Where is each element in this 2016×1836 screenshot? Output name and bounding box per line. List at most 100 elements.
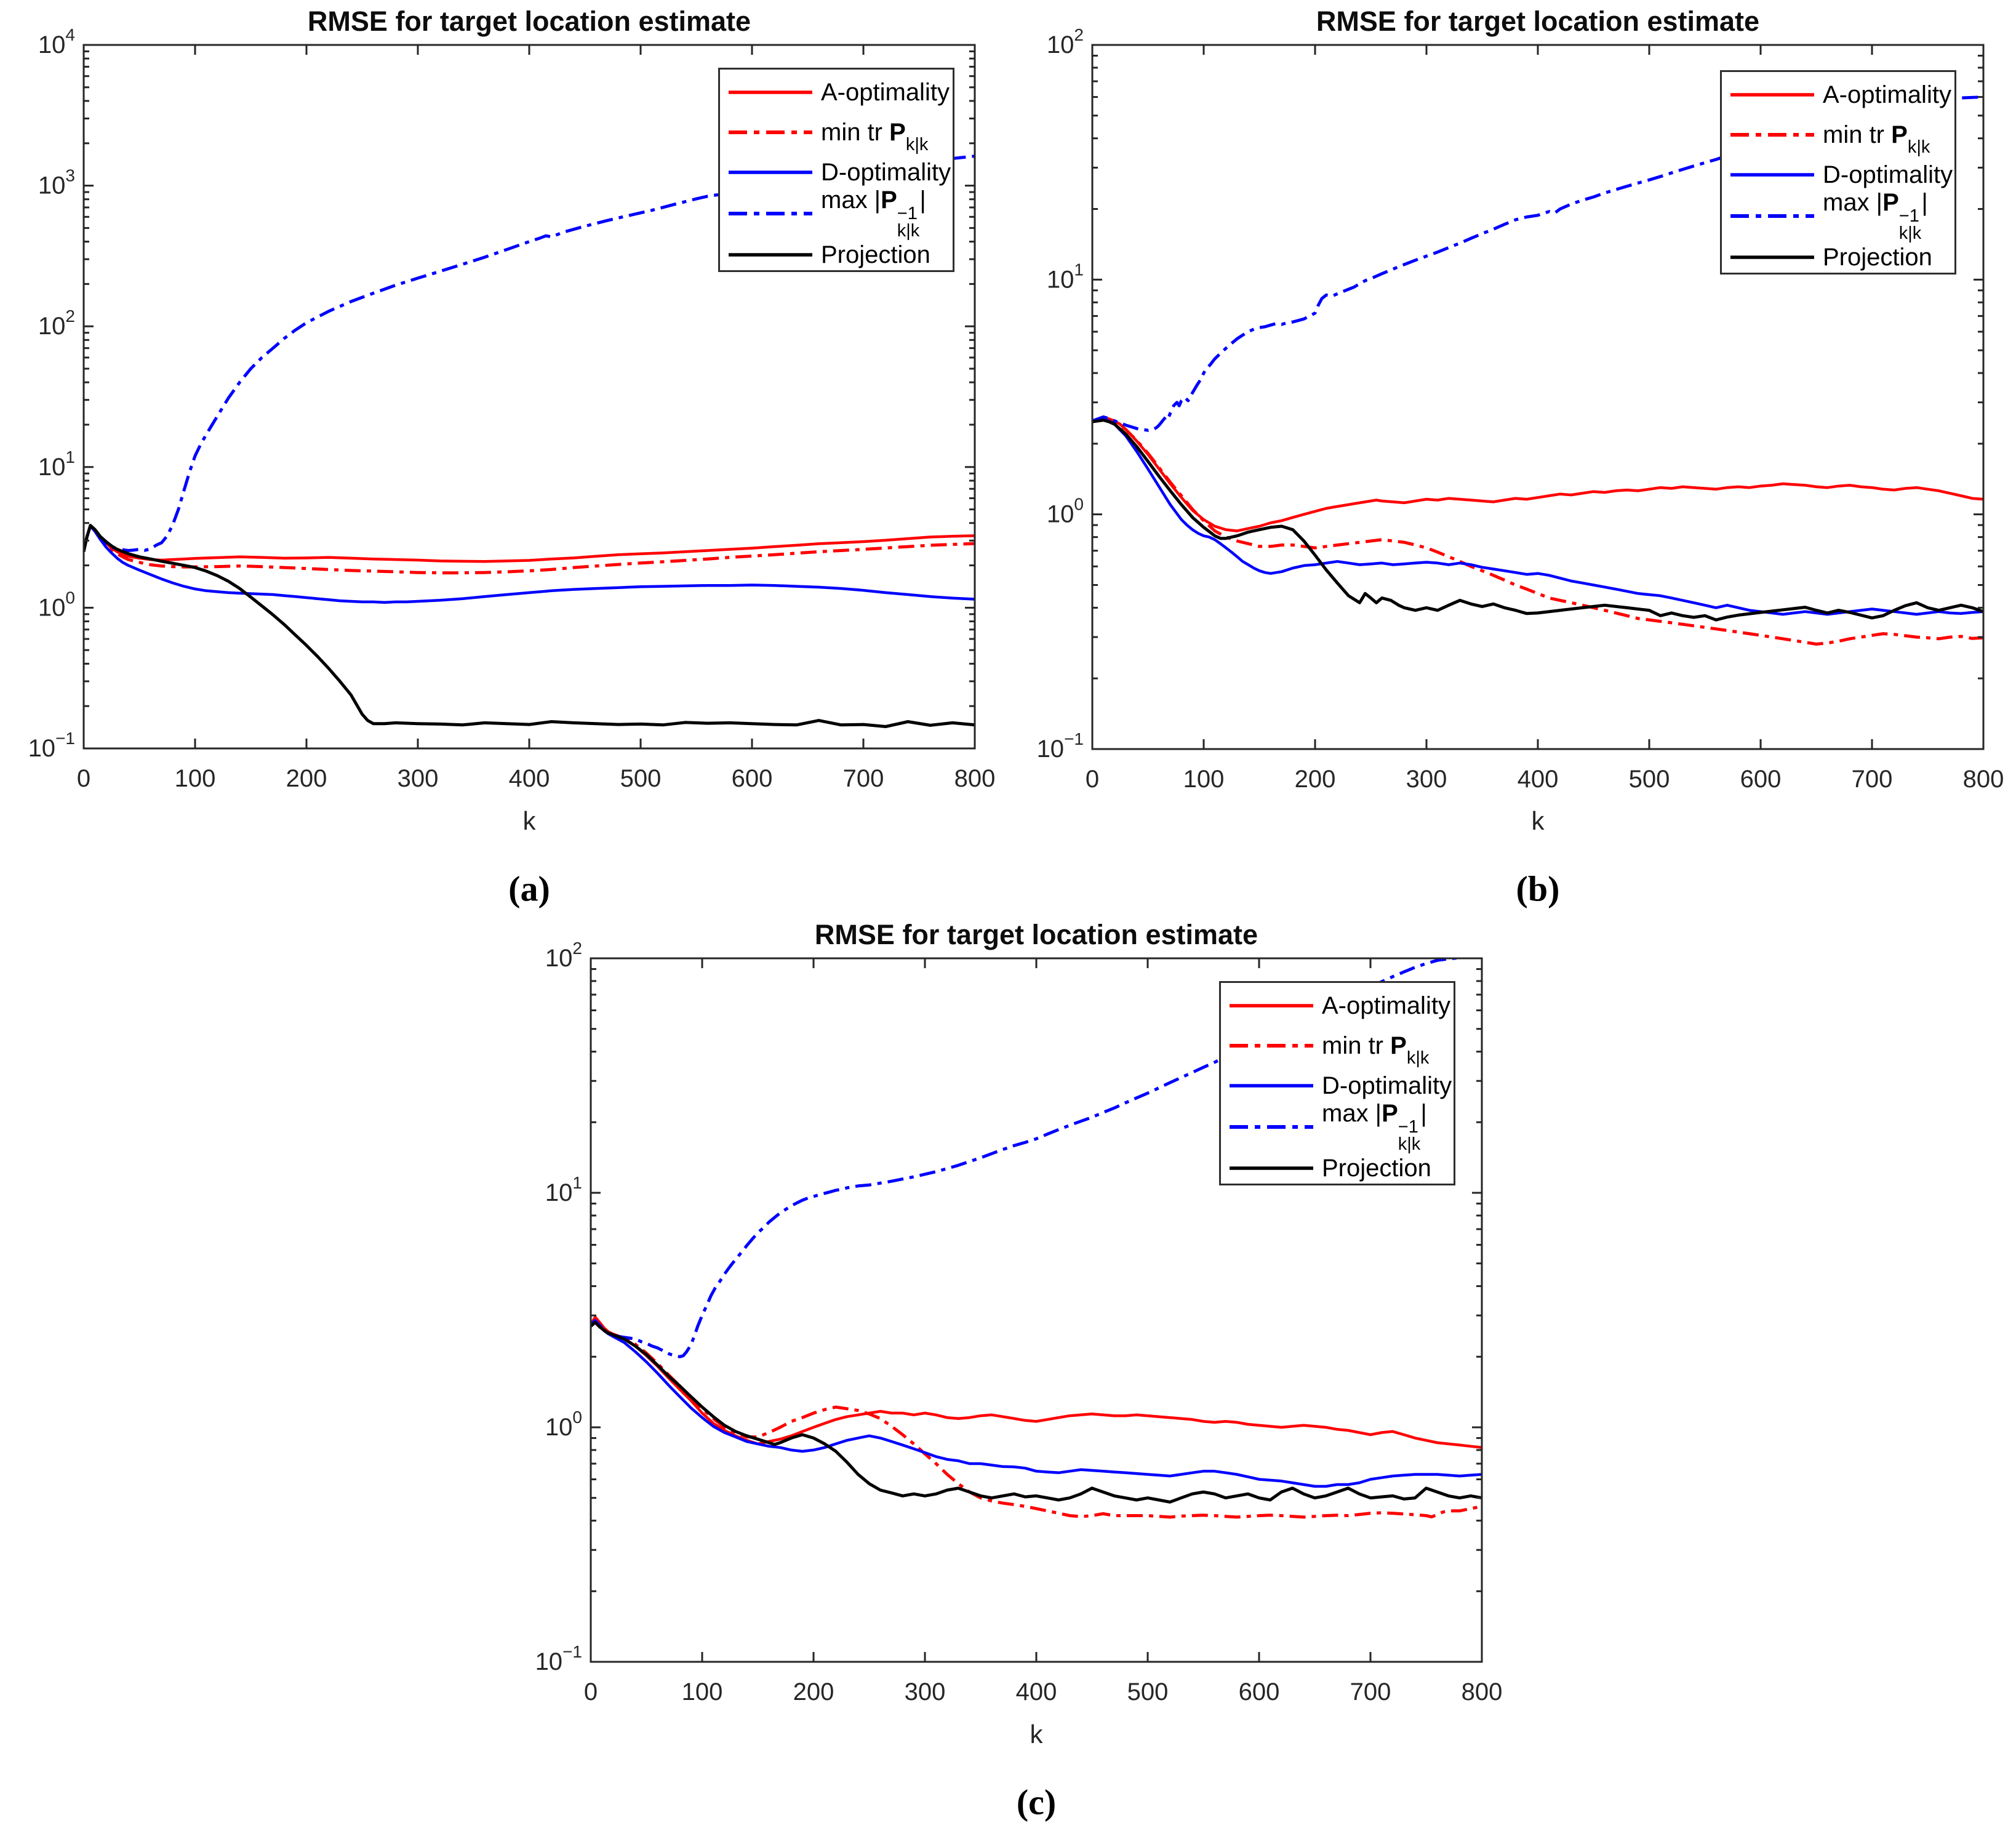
- legend-line-sample-solid: [729, 90, 812, 94]
- legend-entry-max-det-P-inv: max |P −1 k|k |: [1228, 1101, 1454, 1153]
- x-tick-label: 0: [584, 1678, 598, 1706]
- y-tick-label: 10−1: [535, 1642, 582, 1675]
- series-projection-a: [84, 524, 975, 728]
- legend-line-sample-solid: [1730, 93, 1814, 97]
- legend-line-sample-solid: [1230, 1004, 1313, 1008]
- plot-a: 0 100 200 300 400 500 600 700 800 10−1 100 101 102 10…: [28, 25, 996, 792]
- legend-line-sample-dashdot: [1230, 1044, 1313, 1048]
- legend-entry-min-tr-P: min tr Pk|k: [1729, 114, 1954, 156]
- x-tick-label: 600: [1740, 766, 1782, 793]
- plot-b-xlabel: k: [1531, 806, 1545, 835]
- legend-entry-a-optimality: A-optimality: [1729, 76, 1954, 114]
- plot-c-caption: (c): [1016, 1782, 1057, 1822]
- x-tick-label: 100: [175, 765, 216, 792]
- legend-entry-a-optimality: A-optimality: [1228, 987, 1454, 1025]
- y-tick-label: 102: [1047, 25, 1084, 58]
- legend-label: A-optimality: [821, 79, 950, 106]
- x-tick-label: 700: [1350, 1678, 1391, 1706]
- legend-label: Projection: [821, 241, 930, 268]
- x-tick-label: 100: [682, 1678, 723, 1706]
- legend-label: Projection: [1823, 244, 1932, 271]
- series-projection-b: [1092, 419, 1983, 622]
- plot-c: 0 100 200 300 400 500 600 700 800 10−1 100 101 102: [535, 939, 1503, 1706]
- series-a-optimality-b: [1092, 416, 1983, 532]
- x-tick-label: 700: [843, 765, 884, 792]
- legend-entry-projection: Projection: [1228, 1149, 1454, 1187]
- legend-label: min tr Pk|k: [1823, 121, 1930, 157]
- y-tick-label: 101: [545, 1173, 582, 1206]
- x-tick-label: 300: [905, 1678, 946, 1706]
- x-tick-label: 400: [509, 765, 550, 792]
- series-projection-c: [591, 1321, 1482, 1504]
- plot-c-legend: A-optimality min tr Pk|k D-optimality max |…: [1219, 981, 1455, 1185]
- legend-label: A-optimality: [1823, 81, 1951, 108]
- legend-entry-min-tr-P: min tr Pk|k: [1228, 1025, 1454, 1067]
- plot-a-xlabel: k: [522, 806, 536, 835]
- y-tick-label: 104: [38, 25, 75, 58]
- x-tick-label: 400: [1518, 766, 1559, 793]
- plot-a-caption: (a): [508, 868, 550, 909]
- legend-line-sample-solid: [1730, 255, 1814, 259]
- x-tick-label: 800: [1963, 766, 2004, 793]
- series-d-optimality-b: [1092, 418, 1983, 616]
- plot-b-caption: (b): [1516, 868, 1560, 909]
- x-tick-label: 300: [398, 765, 439, 792]
- y-tick-label: 101: [38, 447, 75, 481]
- y-tick-label: 10−1: [1037, 729, 1084, 763]
- y-tick-label: 100: [545, 1408, 582, 1441]
- legend-line-sample-solid: [1730, 173, 1814, 177]
- x-tick-label: 700: [1852, 766, 1893, 793]
- plot-b-legend: A-optimality min tr Pk|k D-optimality max |…: [1720, 70, 1956, 275]
- legend-line-sample-dashdot: [1730, 214, 1814, 218]
- legend-entry-projection: Projection: [727, 236, 953, 274]
- x-tick-label: 0: [1086, 766, 1099, 793]
- series-d-optimality-c: [591, 1319, 1482, 1488]
- series-max-det-P-inv-b: [1092, 95, 1983, 432]
- plot-c-title: RMSE for target location estimate: [814, 919, 1258, 950]
- legend-label: min tr Pk|k: [1322, 1032, 1430, 1068]
- x-tick-label: 0: [77, 765, 90, 792]
- series-min-tr-P-b: [1092, 417, 1983, 646]
- legend-label: max |P −1 k|k |: [1823, 188, 1928, 243]
- legend-entry-d-optimality: D-optimality: [1228, 1067, 1454, 1105]
- y-tick-label: 100: [1047, 495, 1084, 528]
- legend-line-sample-dashdot: [1730, 133, 1814, 137]
- legend-label: max |P −1 k|k |: [821, 186, 926, 241]
- x-tick-label: 500: [620, 765, 662, 792]
- y-tick-label: 100: [38, 588, 75, 621]
- legend-entry-a-optimality: A-optimality: [727, 73, 953, 111]
- series-min-tr-P-a: [84, 524, 975, 575]
- legend-entry-max-det-P-inv: max |P −1 k|k |: [727, 186, 953, 241]
- legend-label: max |P −1 k|k |: [1322, 1099, 1427, 1154]
- x-tick-label: 500: [1127, 1678, 1169, 1706]
- series-d-optimality-a: [84, 524, 975, 604]
- legend-line-sample-solid: [1230, 1084, 1313, 1088]
- y-tick-label: 102: [545, 939, 582, 972]
- legend-line-sample-dashdot: [729, 212, 812, 215]
- x-tick-label: 400: [1016, 1678, 1057, 1706]
- legend-label: D-optimality: [1322, 1072, 1452, 1099]
- legend-line-sample-solid: [729, 253, 812, 257]
- legend-line-sample-dashdot: [1230, 1125, 1313, 1129]
- legend-entry-d-optimality: D-optimality: [727, 153, 953, 191]
- legend-label: Projection: [1322, 1155, 1431, 1182]
- plot-a-title: RMSE for target location estimate: [307, 6, 751, 37]
- x-tick-label: 500: [1629, 766, 1670, 793]
- series-a-optimality-a: [84, 524, 975, 563]
- x-tick-label: 800: [954, 765, 996, 792]
- legend-label: D-optimality: [1823, 161, 1953, 188]
- legend-label: D-optimality: [821, 159, 951, 186]
- series-a-optimality-c: [591, 1315, 1482, 1449]
- y-tick-label: 103: [38, 166, 75, 199]
- plot-c-xlabel: k: [1030, 1720, 1043, 1749]
- plot-b-title: RMSE for target location estimate: [1316, 6, 1760, 37]
- legend-entry-projection: Projection: [1729, 238, 1954, 276]
- x-tick-label: 200: [793, 1678, 834, 1706]
- legend-entry-max-det-P-inv: max |P −1 k|k |: [1729, 190, 1954, 242]
- legend-entry-d-optimality: D-optimality: [1729, 156, 1954, 194]
- legend-entry-min-tr-P: min tr Pk|k: [727, 111, 953, 154]
- legend-label: min tr Pk|k: [821, 119, 929, 154]
- y-tick-label: 101: [1047, 260, 1084, 293]
